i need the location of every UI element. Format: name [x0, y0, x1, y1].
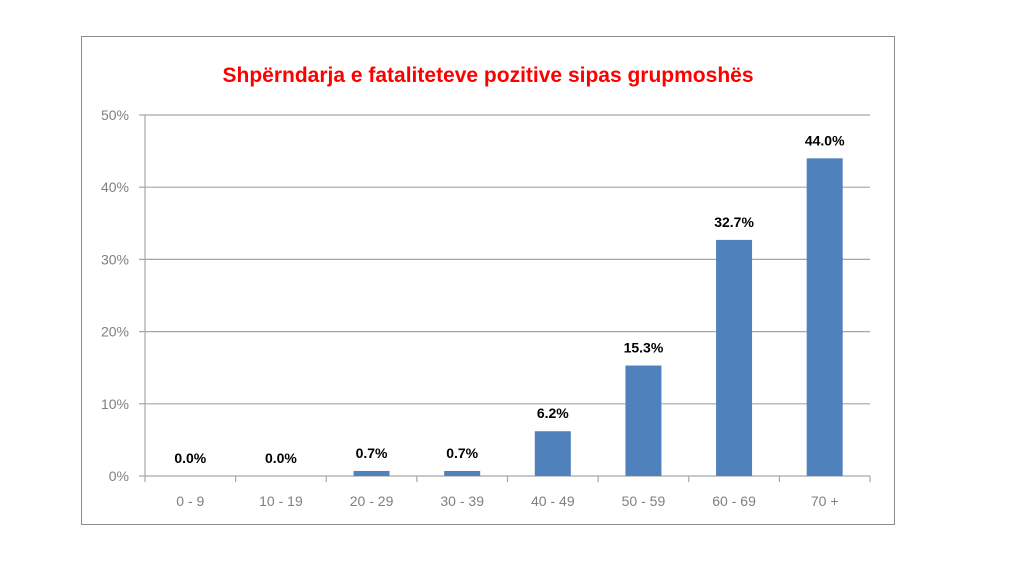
x-tick-label: 0 - 9: [176, 493, 204, 509]
x-tick-label: 70 +: [811, 493, 839, 509]
bar: [806, 158, 843, 476]
y-tick-label: 40%: [101, 179, 129, 195]
grid-lines: [145, 114, 870, 405]
chart-frame: [81, 36, 895, 525]
bar: [534, 431, 571, 476]
bar: [444, 470, 481, 476]
x-tick-label: 50 - 59: [622, 493, 666, 509]
axes: [139, 114, 871, 482]
y-tick-label: 0%: [109, 468, 129, 484]
data-label: 0.0%: [265, 450, 297, 466]
bar: [353, 470, 390, 476]
chart-title: Shpërndarja e fataliteteve pozitive sipa…: [223, 64, 754, 87]
x-tick-label: 20 - 29: [350, 493, 394, 509]
bars: [353, 158, 843, 476]
x-tick-label: 30 - 39: [440, 493, 484, 509]
bar: [716, 239, 753, 476]
y-tick-label: 50%: [101, 107, 129, 123]
data-label: 6.2%: [537, 405, 569, 421]
tick-labels: 0% 10% 20% 30% 40% 50% 0 - 9 10 - 19 20 - 29 30 -…: [101, 107, 839, 509]
data-label: 0.7%: [446, 445, 478, 461]
data-label: 0.7%: [356, 445, 388, 461]
y-tick-label: 10%: [101, 396, 129, 412]
data-label: 0.0%: [174, 450, 206, 466]
y-tick-label: 30%: [101, 251, 129, 267]
y-tick-label: 20%: [101, 324, 129, 340]
x-tick-label: 10 - 19: [259, 493, 303, 509]
x-tick-label: 40 - 49: [531, 493, 575, 509]
data-label: 32.7%: [714, 214, 754, 230]
bar: [625, 365, 662, 476]
data-label: 15.3%: [624, 340, 664, 356]
data-labels: 0.0% 0.0% 0.7% 0.7% 6.2% 15.3% 32.7% 44.0%: [174, 132, 845, 466]
data-label: 44.0%: [805, 132, 845, 148]
x-tick-label: 60 - 69: [712, 493, 756, 509]
